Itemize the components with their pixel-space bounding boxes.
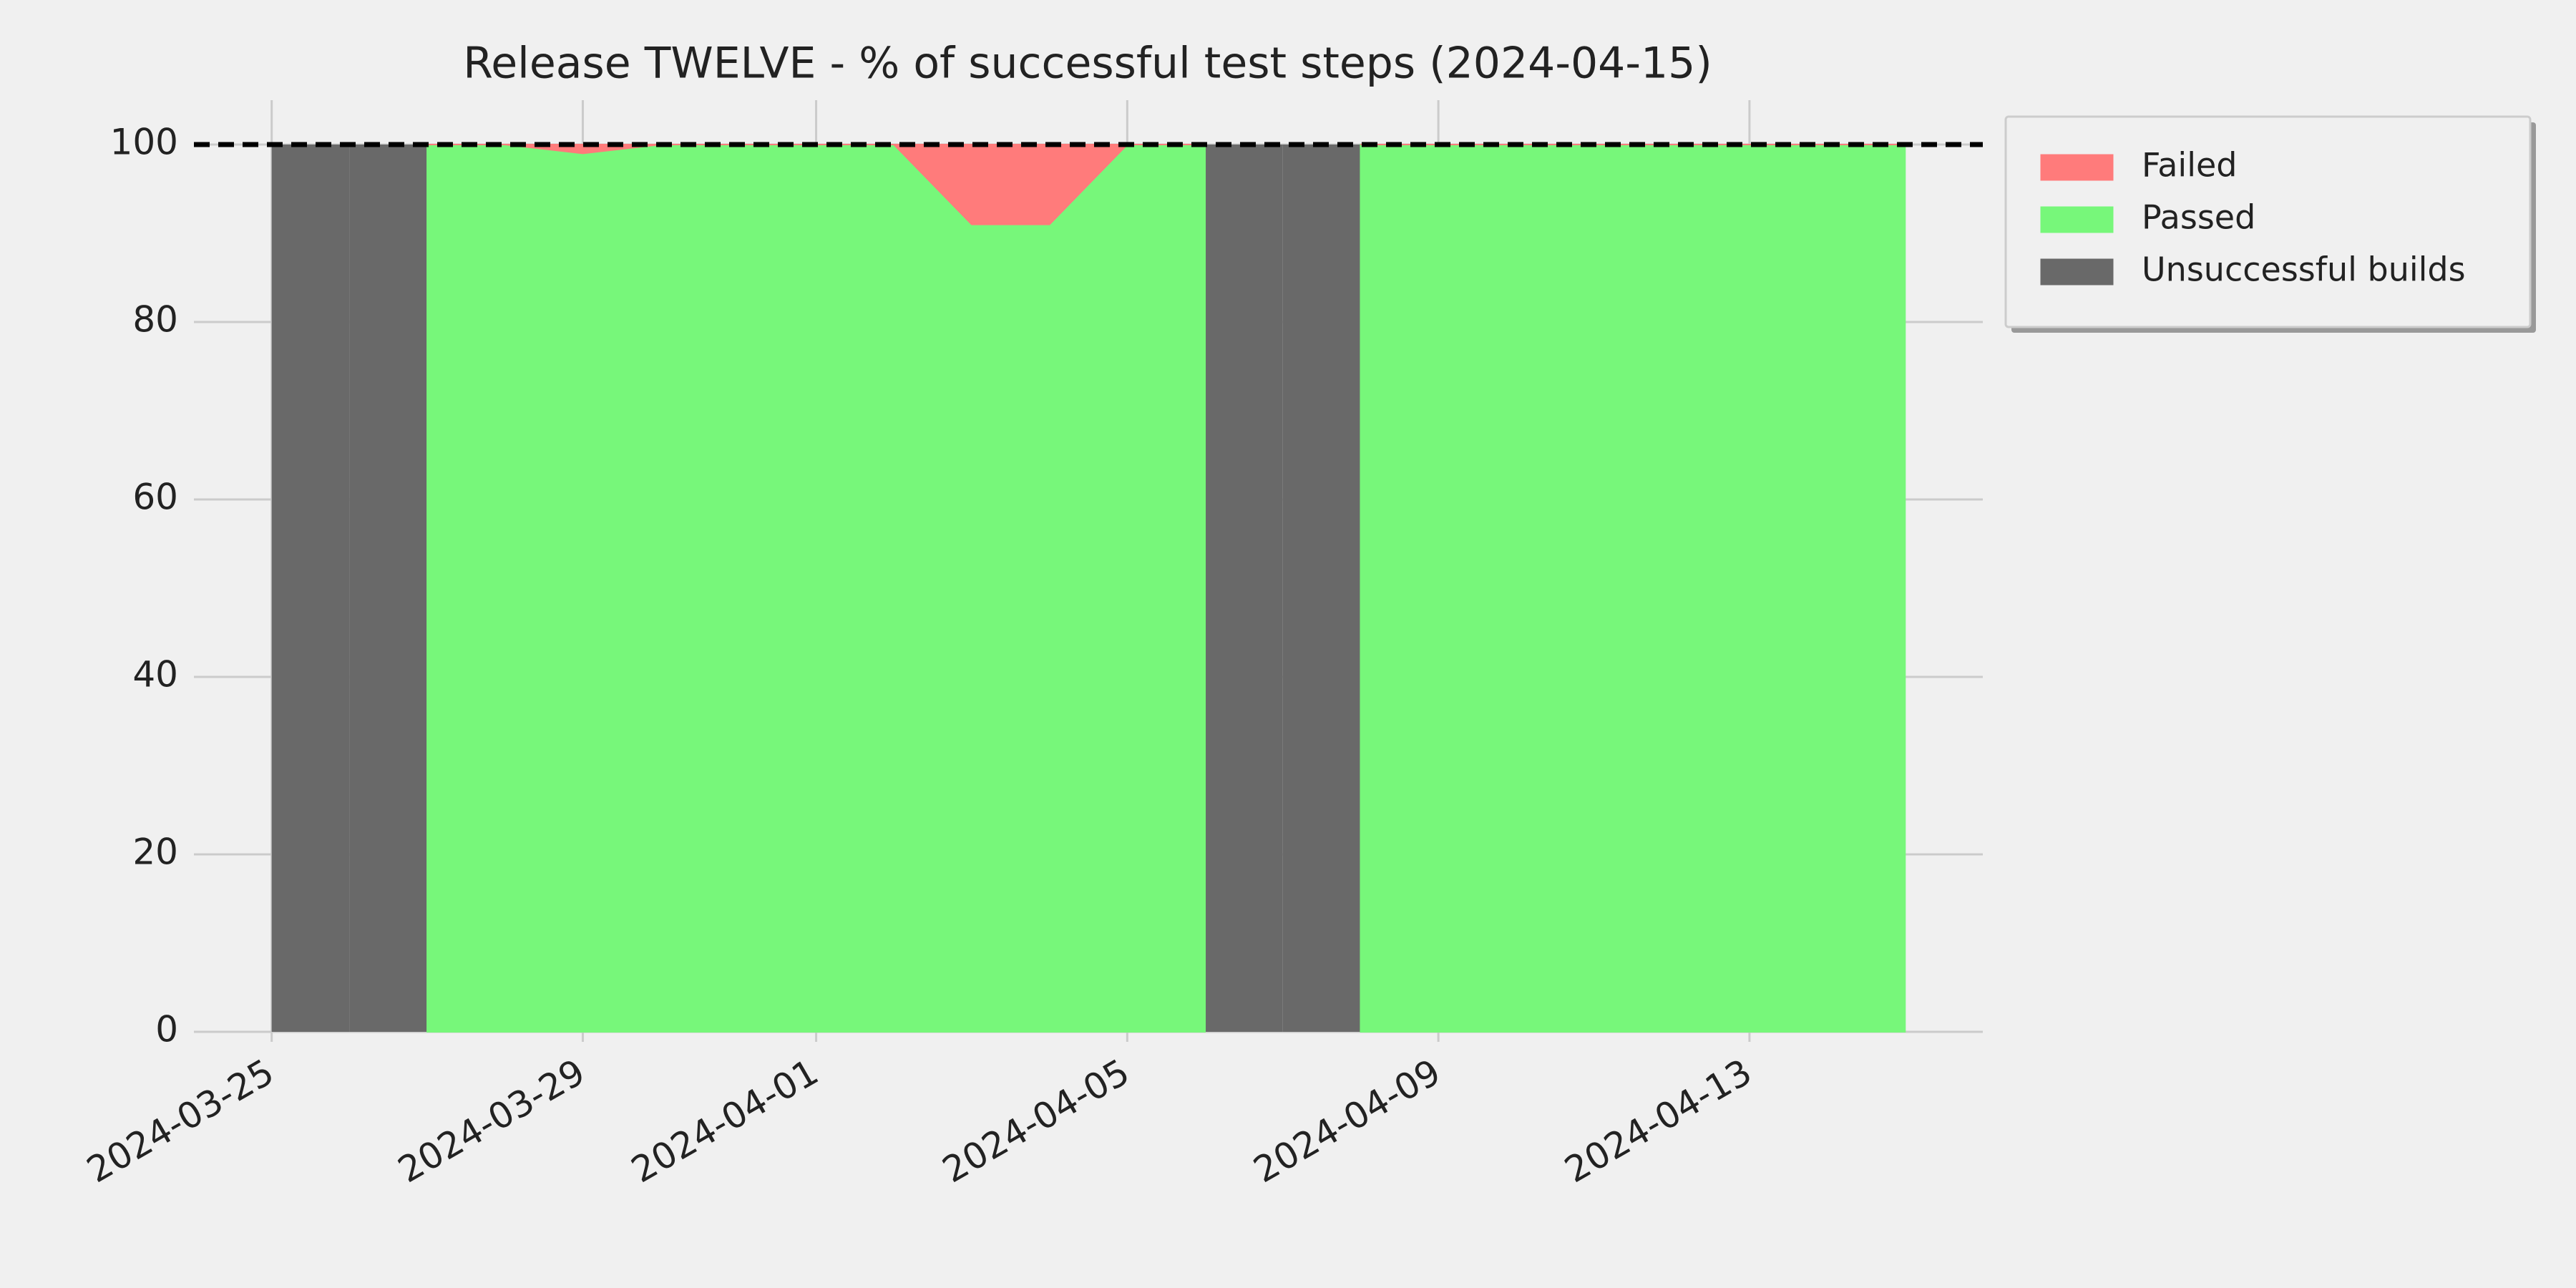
legend-box: [2004, 115, 2532, 328]
unsuccessful-bar: [1282, 145, 1361, 1032]
y-tick-label: 60: [132, 477, 178, 518]
legend-swatch: [2040, 154, 2114, 181]
legend-label: Failed: [2142, 146, 2238, 185]
legend-swatch: [2040, 258, 2114, 286]
unsuccessful-bar: [271, 145, 350, 1032]
y-tick-label: 20: [132, 831, 178, 873]
area-passed: [426, 144, 1206, 1033]
area-passed: [1360, 144, 1906, 1033]
chart-title: Release TWELVE - % of successful test st…: [463, 39, 1712, 89]
legend: Failed Passed Unsuccessful builds: [2004, 115, 2536, 333]
y-tick-label: 100: [110, 122, 178, 163]
legend-label: Passed: [2142, 198, 2255, 237]
legend-swatch: [2040, 206, 2114, 233]
legend-label: Unsuccessful builds: [2142, 250, 2466, 289]
y-tick-label: 40: [132, 654, 178, 696]
y-tick-label: 0: [155, 1009, 178, 1050]
unsuccessful-bar: [1205, 145, 1283, 1032]
y-tick-label: 80: [132, 299, 178, 341]
unsuccessful-bar: [349, 145, 428, 1032]
